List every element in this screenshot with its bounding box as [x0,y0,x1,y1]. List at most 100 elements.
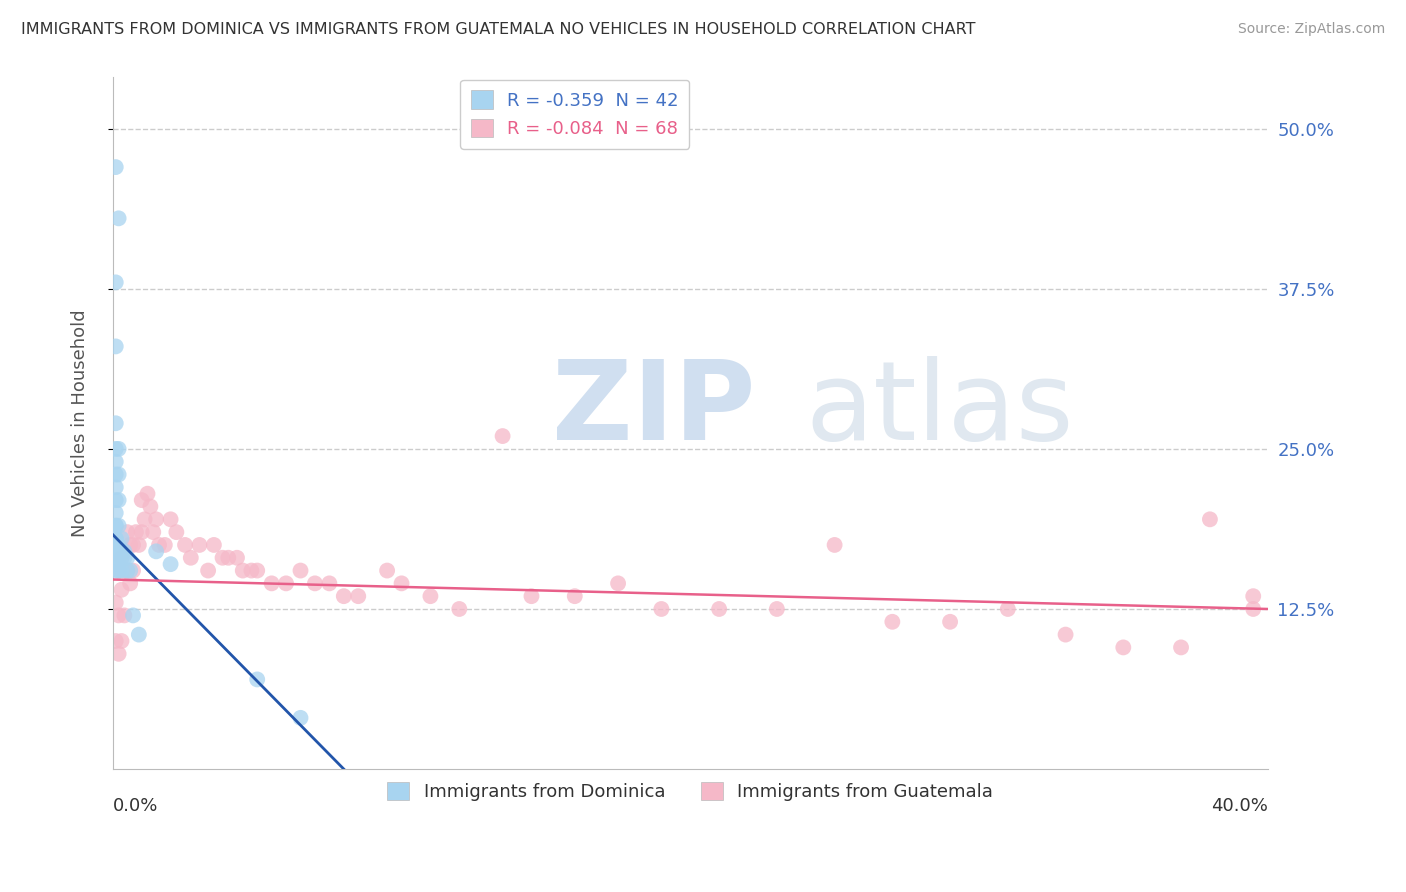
Point [188,538,211,552]
Point [110,550,132,565]
Y-axis label: No Vehicles in Household: No Vehicles in Household [72,310,89,537]
Point [107,608,129,623]
Point [240,564,263,578]
Text: IMMIGRANTS FROM DOMINICA VS IMMIGRANTS FROM GUATEMALA NO VEHICLES IN HOUSEHOLD C: IMMIGRANTS FROM DOMINICA VS IMMIGRANTS F… [21,22,976,37]
Point [104,518,127,533]
Point [110,550,132,565]
Point [107,442,129,456]
Point [260,576,283,591]
Point [145,544,167,558]
Point [112,544,135,558]
Point [107,467,129,482]
Point [139,500,162,514]
Point [333,589,356,603]
Point [104,417,127,431]
Point [174,538,197,552]
Point [120,576,142,591]
Point [707,602,730,616]
Point [104,564,127,578]
Point [419,589,441,603]
Point [120,564,142,578]
Point [290,711,312,725]
Point [491,429,513,443]
Point [104,557,127,571]
Point [110,544,132,558]
Point [1170,640,1192,655]
Point [824,538,846,552]
Text: ZIP: ZIP [551,356,755,463]
Point [117,525,139,540]
Point [104,480,127,494]
Point [107,647,129,661]
Point [202,538,225,552]
Point [104,518,127,533]
Point [104,442,127,456]
Point [766,602,789,616]
Point [391,576,413,591]
Point [117,564,139,578]
Point [226,550,249,565]
Point [112,550,135,565]
Point [128,538,150,552]
Point [110,582,132,597]
Point [650,602,672,616]
Point [290,564,312,578]
Point [136,486,159,500]
Point [232,564,254,578]
Point [939,615,962,629]
Point [882,615,904,629]
Point [107,538,129,552]
Point [112,564,135,578]
Point [122,564,145,578]
Point [122,608,145,623]
Text: 0.0%: 0.0% [112,797,159,814]
Point [1241,602,1264,616]
Point [159,512,181,526]
Point [104,532,127,546]
Point [347,589,370,603]
Point [165,525,187,540]
Point [104,596,127,610]
Point [134,512,156,526]
Point [104,544,127,558]
Point [104,493,127,508]
Point [246,673,269,687]
Point [449,602,471,616]
Text: atlas: atlas [806,356,1074,463]
Point [104,550,127,565]
Point [107,564,129,578]
Point [1241,589,1264,603]
Point [122,538,145,552]
Point [110,634,132,648]
Point [110,532,132,546]
Point [1199,512,1222,526]
Point [128,627,150,641]
Point [107,211,129,226]
Point [107,550,129,565]
Point [107,493,129,508]
Point [1054,627,1077,641]
Point [1112,640,1135,655]
Point [110,564,132,578]
Point [112,608,135,623]
Point [117,564,139,578]
Point [318,576,340,591]
Text: 40.0%: 40.0% [1211,797,1268,814]
Point [607,576,630,591]
Point [145,512,167,526]
Point [274,576,297,591]
Point [246,564,269,578]
Point [375,564,398,578]
Legend: Immigrants from Dominica, Immigrants from Guatemala: Immigrants from Dominica, Immigrants fro… [380,774,1000,808]
Point [104,276,127,290]
Point [120,538,142,552]
Point [104,634,127,648]
Point [125,525,148,540]
Point [153,538,176,552]
Point [197,564,219,578]
Point [148,538,170,552]
Point [997,602,1019,616]
Point [104,339,127,353]
Point [104,506,127,520]
Point [564,589,586,603]
